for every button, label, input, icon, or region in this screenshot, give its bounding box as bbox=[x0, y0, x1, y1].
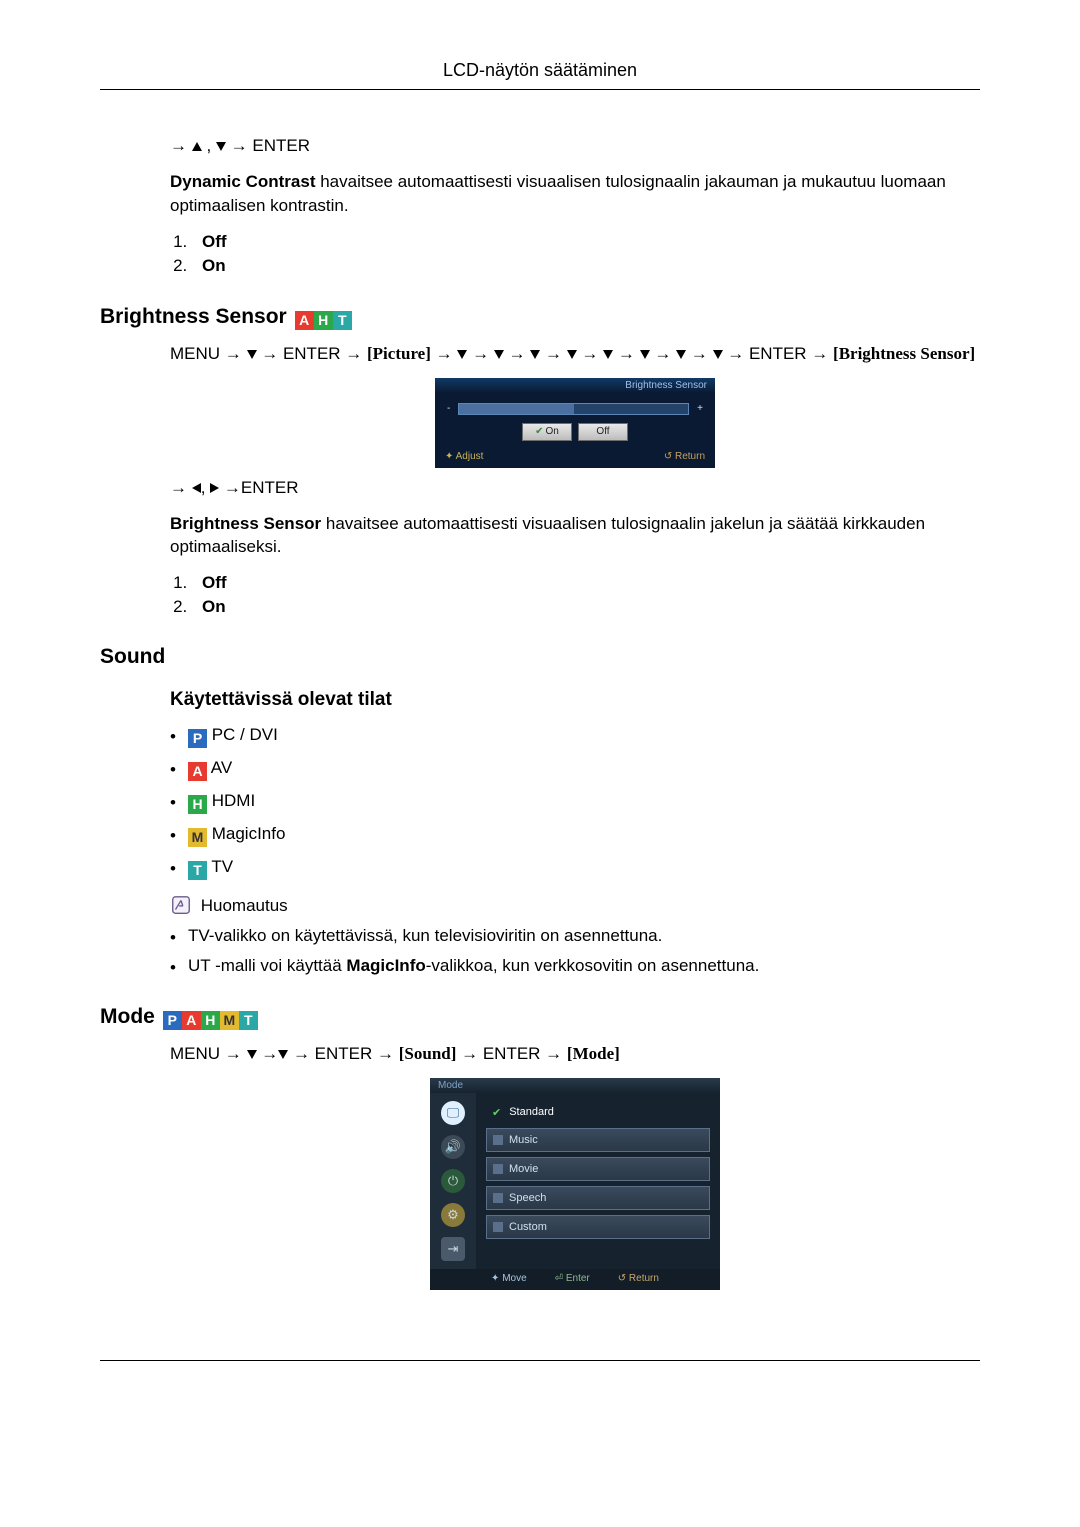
mode-osd: Mode 🖵 🔊 ⏻ ⚙ ⇥ ✔Standard Music Movie Spe… bbox=[430, 1078, 720, 1290]
osd-off-button[interactable]: Off bbox=[578, 423, 628, 441]
osd-title: Mode bbox=[430, 1078, 720, 1093]
dc-option-on: On bbox=[192, 256, 980, 276]
badge-m-icon: M bbox=[188, 828, 207, 847]
osd-title: Brightness Sensor bbox=[435, 378, 715, 393]
arrow-down-icon bbox=[494, 350, 504, 359]
osd-picture-icon: 🖵 bbox=[441, 1101, 465, 1125]
bs-option-off: Off bbox=[192, 573, 980, 593]
bs-nav-line-2: → , →ENTER bbox=[170, 478, 980, 498]
square-icon bbox=[493, 1135, 503, 1145]
arrow-down-icon bbox=[247, 350, 257, 359]
arrow-down-icon bbox=[216, 142, 226, 151]
dc-option-off: Off bbox=[192, 232, 980, 252]
bs-nav-line: MENU → → ENTER → [Picture] → → → → → → →… bbox=[170, 344, 980, 364]
dc-nav-line: → , → ENTER bbox=[170, 136, 980, 156]
slider-minus: - bbox=[447, 403, 450, 414]
badge-p-icon: P bbox=[163, 1011, 182, 1030]
osd-gear-icon: ⚙ bbox=[441, 1203, 465, 1227]
osd-sound-icon: 🔊 bbox=[441, 1135, 465, 1159]
mode-heading: Mode PAHMT bbox=[100, 1004, 980, 1030]
osd-enter-label: ⏎ Enter bbox=[555, 1273, 590, 1284]
arrow-down-icon bbox=[640, 350, 650, 359]
brightness-sensor-heading: Brightness Sensor AHT bbox=[100, 304, 980, 330]
bs-bold: Brightness Sensor bbox=[170, 514, 321, 533]
sound-menu-label: [Sound] bbox=[399, 1044, 457, 1063]
square-icon bbox=[493, 1193, 503, 1203]
mode-pc-dvi: P PC / DVI bbox=[188, 725, 980, 748]
note-icon bbox=[170, 894, 192, 916]
osd-return-label: ↺ Return bbox=[664, 451, 705, 462]
page-title: LCD-näytön säätäminen bbox=[443, 60, 637, 80]
badge-t-icon: T bbox=[188, 861, 207, 880]
badge-m-icon: M bbox=[220, 1011, 239, 1030]
mode-item-music[interactable]: Music bbox=[486, 1128, 710, 1152]
note-tv: TV-valikko on käytettävissä, kun televis… bbox=[188, 926, 980, 946]
badge-t-icon: T bbox=[239, 1011, 258, 1030]
bs-paragraph: Brightness Sensor havaitsee automaattise… bbox=[170, 512, 980, 560]
arrow-down-icon bbox=[713, 350, 723, 359]
arrow-down-icon bbox=[247, 1050, 257, 1059]
arrow-down-icon bbox=[567, 350, 577, 359]
slider-plus: + bbox=[697, 403, 703, 414]
osd-on-button[interactable]: ✔On bbox=[522, 423, 572, 441]
arrow-left-icon bbox=[192, 483, 201, 493]
badge-h-icon: H bbox=[188, 795, 207, 814]
slider-track bbox=[458, 403, 689, 415]
page-header: LCD-näytön säätäminen bbox=[100, 60, 980, 90]
osd-setup-icon: ⏻ bbox=[441, 1169, 465, 1193]
badge-a-icon: A bbox=[182, 1011, 201, 1030]
mode-item-movie[interactable]: Movie bbox=[486, 1157, 710, 1181]
sound-heading: Sound bbox=[100, 645, 980, 669]
mode-item-speech[interactable]: Speech bbox=[486, 1186, 710, 1210]
square-icon bbox=[493, 1222, 503, 1232]
mode-menu-label: [Mode] bbox=[567, 1044, 620, 1063]
dc-bold: Dynamic Contrast bbox=[170, 172, 315, 191]
mode-hdmi: H HDMI bbox=[188, 791, 980, 814]
footer-rule bbox=[100, 1360, 980, 1361]
check-icon: ✔ bbox=[535, 426, 543, 437]
arrow-down-icon bbox=[278, 1050, 288, 1059]
note-heading: Huomautus bbox=[170, 894, 980, 916]
mode-nav-line: MENU → → → ENTER → [Sound] → ENTER → [Mo… bbox=[170, 1044, 980, 1064]
check-icon: ✔ bbox=[492, 1106, 501, 1119]
badge-p-icon: P bbox=[188, 729, 207, 748]
badge-a-icon: A bbox=[295, 311, 314, 330]
osd-slider: - + bbox=[447, 403, 703, 415]
mode-magicinfo: M MagicInfo bbox=[188, 824, 980, 847]
bs-options-list: Off On bbox=[170, 573, 980, 617]
bs-option-on: On bbox=[192, 597, 980, 617]
osd-list-column: ✔Standard Music Movie Speech Custom bbox=[476, 1093, 720, 1269]
osd-icon-column: 🖵 🔊 ⏻ ⚙ ⇥ bbox=[430, 1093, 476, 1269]
badge-t-icon: T bbox=[333, 311, 352, 330]
notes-list: TV-valikko on käytettävissä, kun televis… bbox=[170, 926, 980, 976]
mode-tv: T TV bbox=[188, 857, 980, 880]
osd-adjust-label: ✦ Adjust bbox=[445, 451, 483, 462]
mode-av: A AV bbox=[188, 758, 980, 781]
osd-move-label: ✦ Move bbox=[491, 1273, 527, 1284]
dc-options-list: Off On bbox=[170, 232, 980, 276]
slider-fill bbox=[459, 404, 573, 414]
osd-input-icon: ⇥ bbox=[441, 1237, 465, 1261]
bs-menu-label: [Brightness Sensor] bbox=[833, 344, 975, 363]
mode-item-standard[interactable]: ✔Standard bbox=[486, 1101, 710, 1123]
sound-subheading: Käytettävissä olevat tilat bbox=[170, 689, 980, 711]
badge-h-icon: H bbox=[314, 311, 333, 330]
available-modes-list: P PC / DVI A AV H HDMI M MagicInfo T TV bbox=[170, 725, 980, 880]
square-icon bbox=[493, 1164, 503, 1174]
badge-a-icon: A bbox=[188, 762, 207, 781]
brightness-sensor-osd: Brightness Sensor - + ✔On Off ✦ Adjust ↺… bbox=[435, 378, 715, 468]
arrow-right-icon bbox=[210, 483, 219, 493]
arrow-down-icon bbox=[603, 350, 613, 359]
badge-h-icon: H bbox=[201, 1011, 220, 1030]
dc-paragraph: Dynamic Contrast havaitsee automaattises… bbox=[170, 170, 980, 218]
osd-return-label: ↺ Return bbox=[618, 1273, 659, 1284]
picture-menu-label: [Picture] bbox=[367, 344, 431, 363]
mode-item-custom[interactable]: Custom bbox=[486, 1215, 710, 1239]
arrow-down-icon bbox=[457, 350, 467, 359]
arrow-down-icon bbox=[676, 350, 686, 359]
arrow-up-icon bbox=[192, 142, 202, 151]
arrow-down-icon bbox=[530, 350, 540, 359]
note-ut: UT -malli voi käyttää MagicInfo-valikkoa… bbox=[188, 956, 980, 976]
